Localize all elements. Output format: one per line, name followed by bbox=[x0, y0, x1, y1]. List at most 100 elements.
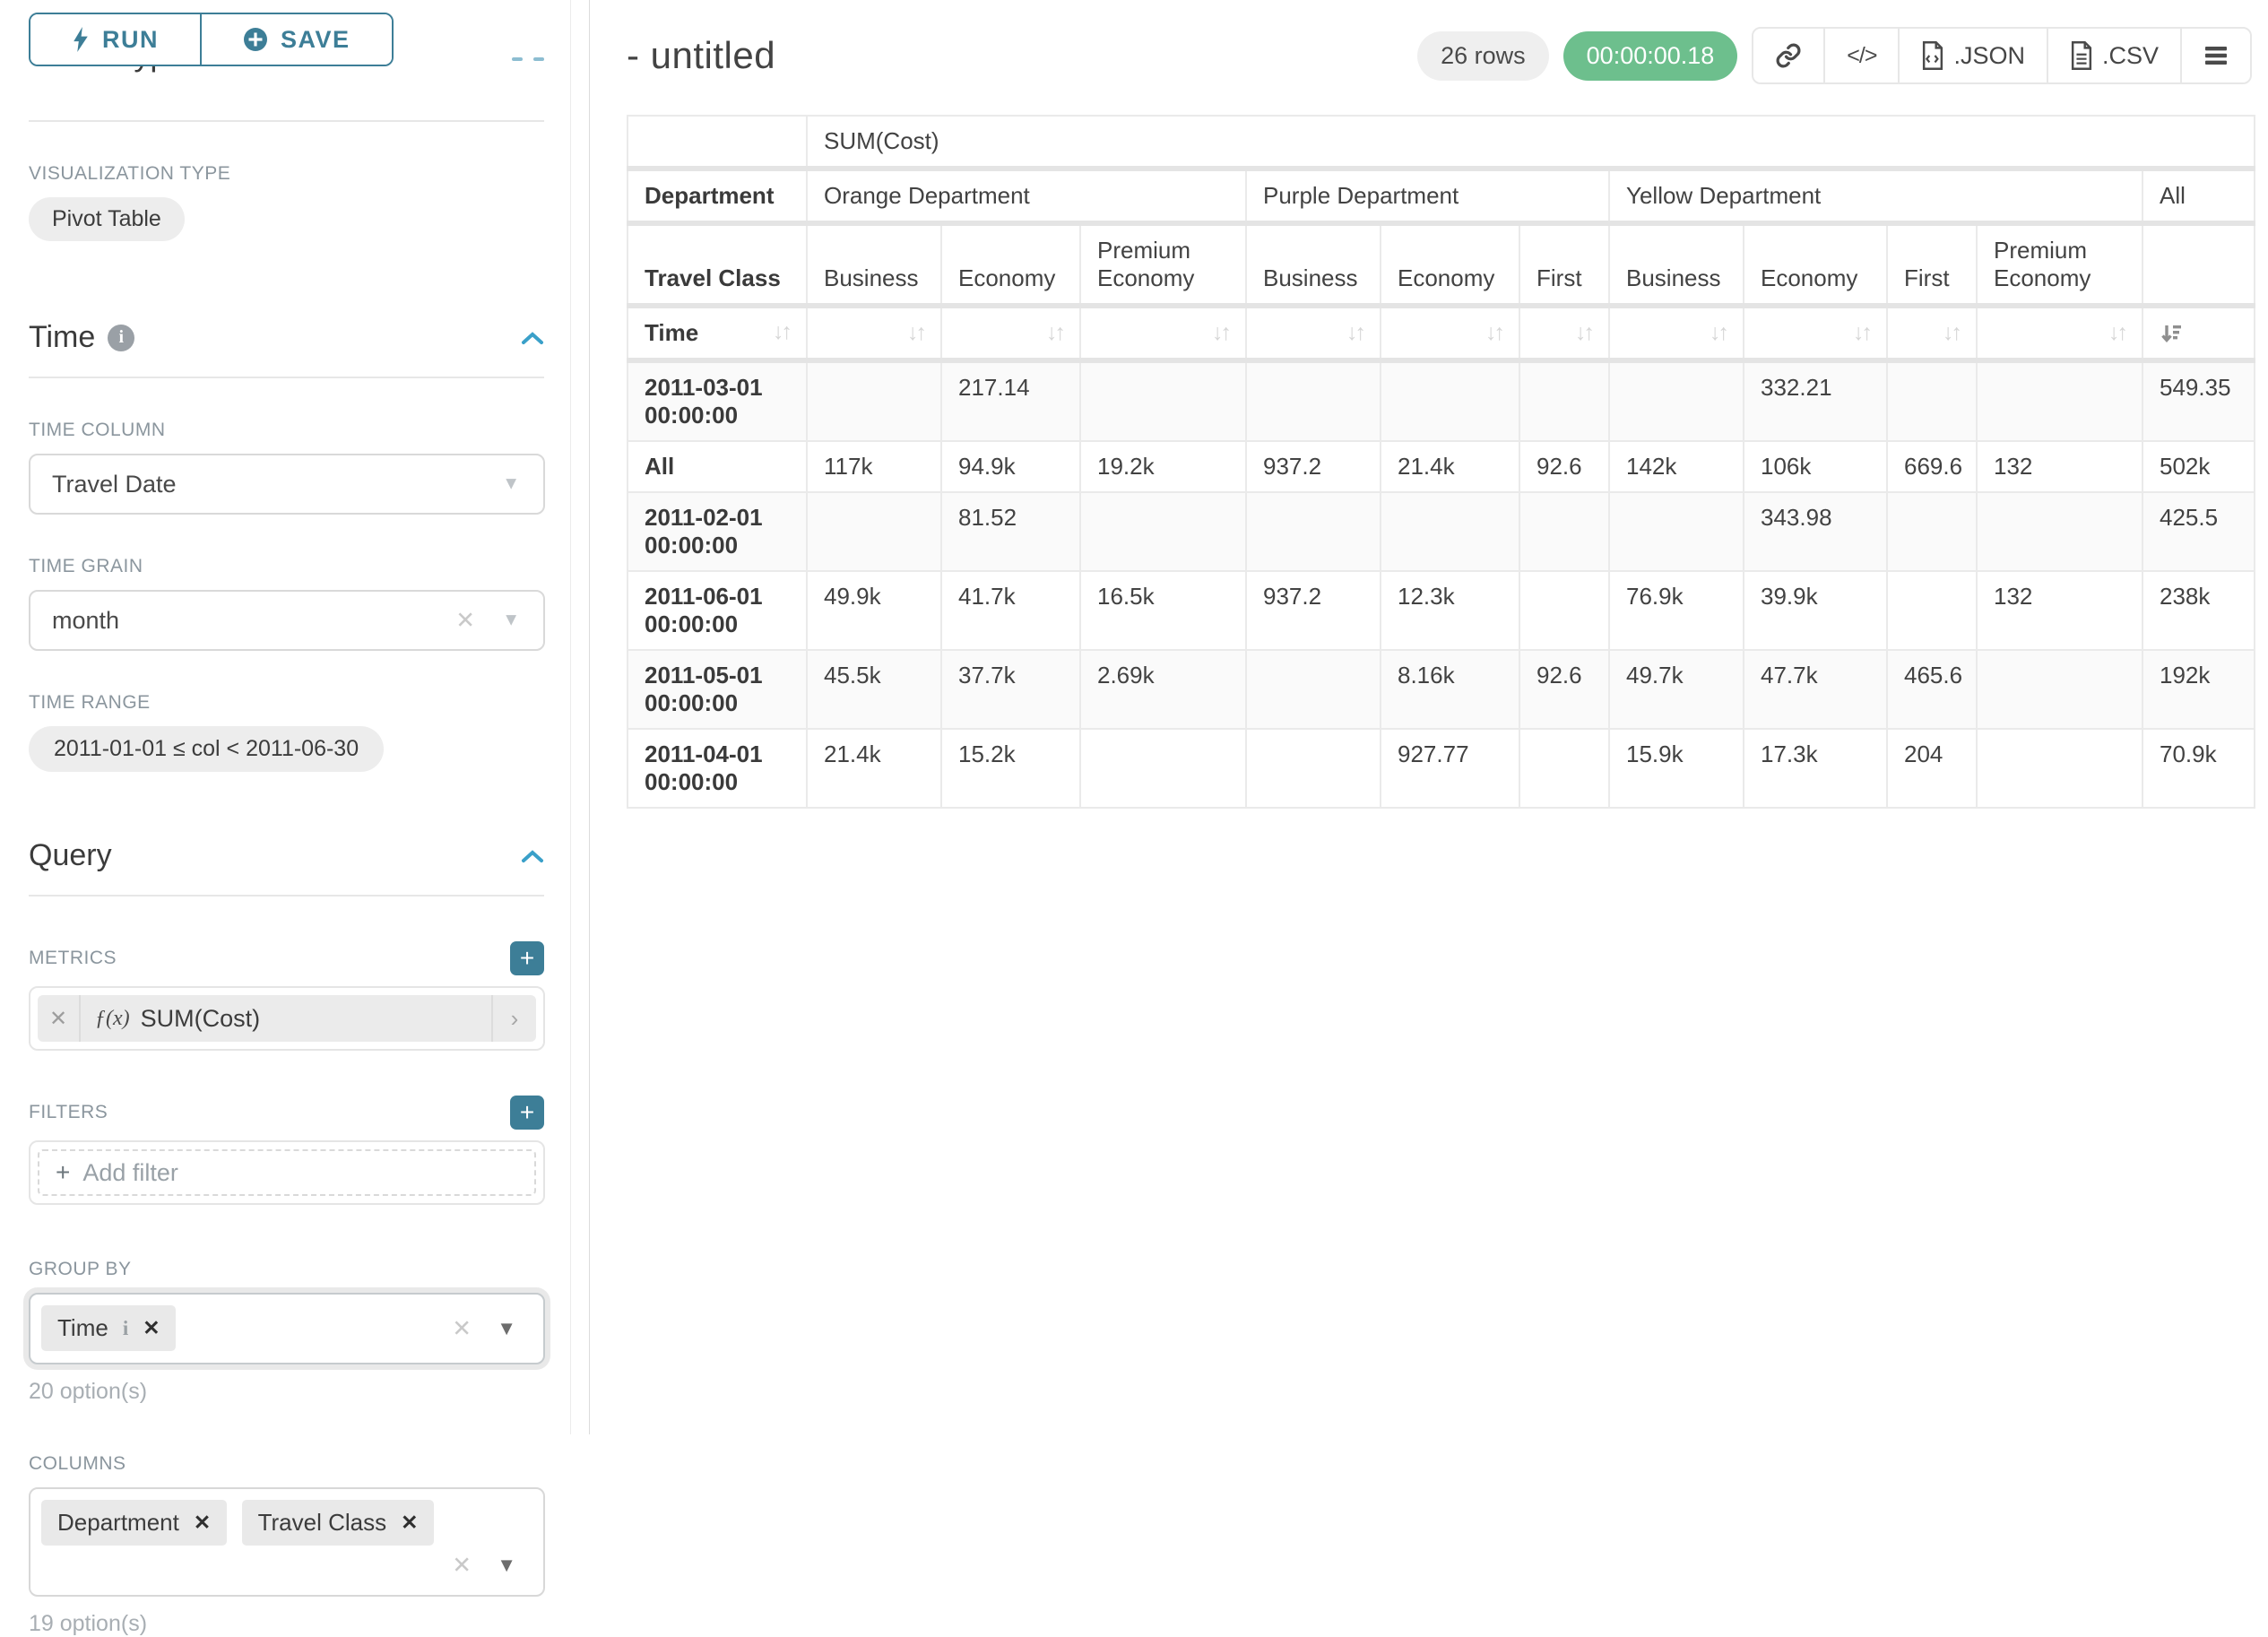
pivot-cell: 132 bbox=[1977, 441, 2143, 493]
save-button[interactable]: SAVE bbox=[200, 14, 392, 65]
columns-select[interactable]: Department ✕ Travel Class ✕ ✕ ▼ bbox=[29, 1487, 545, 1597]
sort-icon[interactable]: ↓↑ bbox=[1212, 320, 1232, 345]
sort-header-cell[interactable]: ↓↑ bbox=[1381, 305, 1520, 361]
share-link-button[interactable] bbox=[1753, 29, 1824, 82]
sort-icon[interactable]: ↓↑ bbox=[773, 319, 792, 344]
clear-icon[interactable]: ✕ bbox=[452, 1314, 472, 1342]
chevron-up-icon[interactable] bbox=[521, 331, 544, 345]
metric-chip[interactable]: ✕ ƒ(x) SUM(Cost) › bbox=[38, 995, 536, 1042]
query-timer-badge: 00:00:00.18 bbox=[1562, 30, 1738, 81]
pivot-cell: 37.7k bbox=[941, 650, 1081, 730]
caret-down-icon: ▼ bbox=[497, 1317, 516, 1339]
sort-icon[interactable]: ↓↑ bbox=[1046, 320, 1066, 345]
sort-header-cell[interactable]: ↓↑ bbox=[1519, 305, 1610, 361]
code-icon: </> bbox=[1847, 42, 1877, 68]
pivot-cell bbox=[1246, 492, 1381, 572]
info-icon: i bbox=[108, 324, 135, 351]
clear-icon[interactable]: ✕ bbox=[455, 606, 475, 634]
subheader-cell: Premium Economy bbox=[1977, 222, 2143, 307]
sort-header-cell[interactable]: ↓↑ bbox=[941, 305, 1081, 361]
pivot-cell: 192k bbox=[2142, 650, 2256, 730]
metric-expand-icon[interactable]: › bbox=[510, 1004, 519, 1032]
export-csv-button[interactable]: .CSV bbox=[2046, 29, 2180, 82]
pivot-cell bbox=[1887, 360, 1978, 442]
department-group-all: All bbox=[2142, 168, 2256, 224]
json-file-icon bbox=[1923, 41, 1943, 70]
chevron-up-icon[interactable] bbox=[521, 849, 544, 863]
chart-title[interactable]: - untitled bbox=[627, 34, 776, 76]
pivot-cell: 106k bbox=[1744, 441, 1888, 493]
department-group-purple: Purple Department bbox=[1246, 168, 1610, 224]
row-header-cell: 2011-02-01 00:00:00 bbox=[627, 492, 808, 572]
pivot-cell bbox=[807, 360, 942, 442]
sort-icon[interactable]: ↓↑ bbox=[1853, 320, 1873, 345]
sort-icon[interactable]: ↓↑ bbox=[2108, 320, 2128, 345]
sort-icon[interactable]: ↓↑ bbox=[1485, 320, 1505, 345]
query-section-header[interactable]: Query bbox=[29, 838, 544, 873]
metric-header-row: SUM(Cost) bbox=[627, 115, 2256, 169]
time-row-label-cell[interactable]: Time ↓↑ bbox=[627, 305, 808, 361]
pivot-cell bbox=[1080, 360, 1247, 442]
clear-icon[interactable]: ✕ bbox=[452, 1551, 472, 1579]
time-column-select[interactable]: Travel Date ▼ bbox=[29, 454, 545, 515]
sort-icon[interactable]: ↓↑ bbox=[1346, 320, 1366, 345]
time-range-pill[interactable]: 2011-01-01 ≤ col < 2011-06-30 bbox=[29, 726, 385, 772]
time-grain-select[interactable]: month ✕ ▼ bbox=[29, 590, 545, 651]
sort-header-cell[interactable]: ↓↑ bbox=[1246, 305, 1381, 361]
export-csv-label: .CSV bbox=[2101, 41, 2159, 69]
time-section-title: Time bbox=[29, 320, 96, 354]
pivot-cell: 15.2k bbox=[941, 729, 1081, 809]
sort-icon[interactable]: ↓↑ bbox=[1710, 320, 1729, 345]
subheader-cell: Economy bbox=[1381, 222, 1520, 307]
pivot-cell: 425.5 bbox=[2142, 492, 2256, 572]
sort-header-cell[interactable]: ↓↑ bbox=[1080, 305, 1247, 361]
sort-header-cell[interactable]: ↓↑ bbox=[807, 305, 942, 361]
panel-corner-marks bbox=[512, 57, 544, 61]
add-filter-button[interactable]: + Add filter bbox=[38, 1149, 536, 1196]
travel-class-header-row: Travel Class Business Economy Premium Ec… bbox=[627, 222, 2256, 307]
sort-icon[interactable]: ↓↑ bbox=[907, 320, 927, 345]
export-json-button[interactable]: .JSON bbox=[1898, 29, 2047, 82]
run-button-label: RUN bbox=[102, 25, 159, 53]
time-range-label: TIME RANGE bbox=[29, 692, 151, 713]
sort-header-cell[interactable]: ↓↑ bbox=[1744, 305, 1888, 361]
columns-chip-department[interactable]: Department ✕ bbox=[41, 1500, 228, 1546]
view-query-button[interactable]: </> bbox=[1823, 29, 1899, 82]
menu-button[interactable] bbox=[2180, 29, 2250, 82]
sort-header-cell[interactable]: ↓↑ bbox=[1977, 305, 2143, 361]
lightning-bolt-icon bbox=[74, 27, 88, 52]
columns-chip-travel-class[interactable]: Travel Class ✕ bbox=[241, 1500, 435, 1546]
table-row: 2011-05-01 00:00:00 45.5k 37.7k 2.69k 8.16k… bbox=[627, 650, 2256, 730]
remove-chip-icon[interactable]: ✕ bbox=[143, 1316, 160, 1339]
sort-icon[interactable]: ↓↑ bbox=[1575, 320, 1595, 345]
pivot-cell bbox=[1381, 360, 1520, 442]
group-by-select[interactable]: Time i ✕ ✕ ▼ bbox=[29, 1293, 545, 1364]
time-section-header[interactable]: Time i bbox=[29, 320, 544, 355]
sort-icon[interactable]: ↓↑ bbox=[1943, 320, 1962, 345]
pivot-cell: 92.6 bbox=[1519, 650, 1610, 730]
pivot-cell bbox=[1381, 492, 1520, 572]
visualization-type-label: VISUALIZATION TYPE bbox=[29, 163, 231, 184]
add-filter-plus-button[interactable]: + bbox=[510, 1096, 544, 1130]
row-count-badge: 26 rows bbox=[1417, 30, 1549, 81]
remove-chip-icon[interactable]: ✕ bbox=[193, 1511, 212, 1534]
sort-header-cell[interactable]: ↓↑ bbox=[1609, 305, 1744, 361]
subheader-cell: Business bbox=[1609, 222, 1744, 307]
sort-header-cell[interactable]: ↓↑ bbox=[1887, 305, 1978, 361]
metric-chip-body[interactable]: ƒ(x) SUM(Cost) bbox=[81, 995, 493, 1042]
sort-desc-active-icon[interactable] bbox=[2160, 323, 2183, 346]
remove-chip-icon[interactable]: ✕ bbox=[401, 1511, 419, 1534]
remove-metric-icon[interactable]: ✕ bbox=[38, 995, 81, 1042]
run-button[interactable]: RUN bbox=[30, 14, 200, 65]
add-metric-button[interactable]: + bbox=[510, 941, 544, 975]
pivot-cell bbox=[1887, 571, 1978, 651]
table-row: 2011-06-01 00:00:00 49.9k 41.7k 16.5k 937.2… bbox=[627, 571, 2256, 651]
pivot-cell: 238k bbox=[2142, 571, 2256, 651]
subheader-cell bbox=[2142, 222, 2256, 307]
group-by-chip-time[interactable]: Time i ✕ bbox=[41, 1305, 177, 1351]
pivot-cell bbox=[807, 492, 942, 572]
visualization-type-pill[interactable]: Pivot Table bbox=[29, 197, 185, 241]
sort-header-cell-active[interactable] bbox=[2142, 305, 2256, 361]
time-row-label: Time bbox=[645, 319, 699, 346]
pivot-cell: 142k bbox=[1609, 441, 1744, 493]
